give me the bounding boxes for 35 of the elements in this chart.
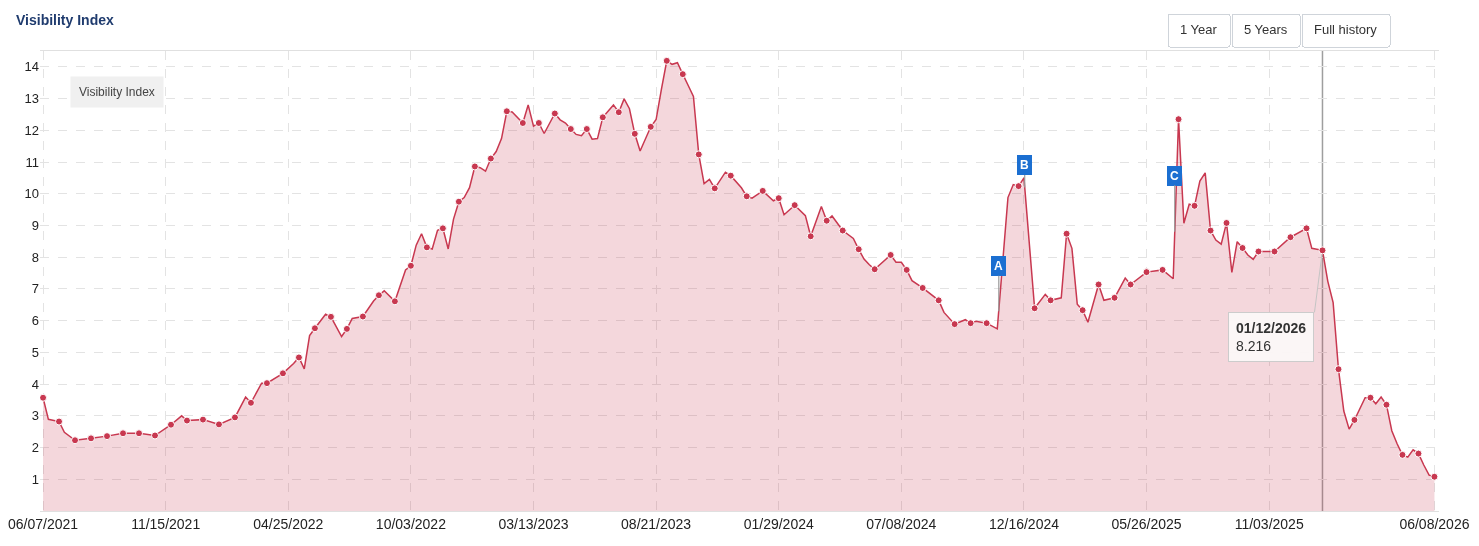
x-tick-label: 04/25/2022	[253, 515, 324, 532]
x-tick-label: 11/15/2021	[131, 515, 201, 532]
y-tick-label: 8	[31, 249, 39, 265]
x-tick-label: 11/03/2025	[1234, 515, 1304, 532]
x-tick-label: 01/29/2024	[743, 515, 814, 532]
annotation: C	[1170, 169, 1179, 183]
y-tick-label: 4	[31, 376, 39, 392]
legend-title: Visibility Index	[79, 85, 155, 99]
y-tick-label: 3	[31, 408, 39, 424]
annotation: B	[1020, 158, 1029, 172]
y-tick-label: 6	[31, 313, 39, 329]
y-tick-label: 1	[31, 471, 39, 487]
text: Full history	[1314, 21, 1378, 37]
x-tick-label: 05/26/2025	[1111, 515, 1182, 532]
x-tick-label: 06/08/2026	[1399, 515, 1470, 532]
annotation: 01/12/2026 8.216	[1236, 320, 1307, 355]
y-tick-label: 2	[31, 440, 39, 456]
text: 5 Years	[1244, 21, 1288, 37]
x-tick-label: 06/07/2021	[8, 515, 79, 532]
y-tick-label: 5	[31, 344, 39, 360]
x-tick-label: 10/03/2022	[375, 515, 447, 532]
x-tick-label: 07/08/2024	[866, 515, 937, 532]
text: 1 Year	[1180, 21, 1218, 37]
annotation: A	[994, 259, 1003, 273]
y-tick-label: 13	[24, 91, 39, 107]
x-tick-label: 12/16/2024	[988, 515, 1060, 532]
y-tick-label: 14	[24, 59, 39, 75]
y-tick-label: 11	[25, 154, 39, 170]
x-tick-label: 03/13/2023	[498, 515, 569, 532]
y-tick-label: 7	[31, 281, 39, 297]
y-tick-label: 10	[24, 186, 39, 202]
chart-title: Visibility Index	[16, 11, 114, 28]
x-tick-label: 08/21/2023	[621, 515, 692, 532]
y-tick-label: 12	[24, 122, 39, 138]
y-tick-label: 9	[31, 218, 39, 234]
